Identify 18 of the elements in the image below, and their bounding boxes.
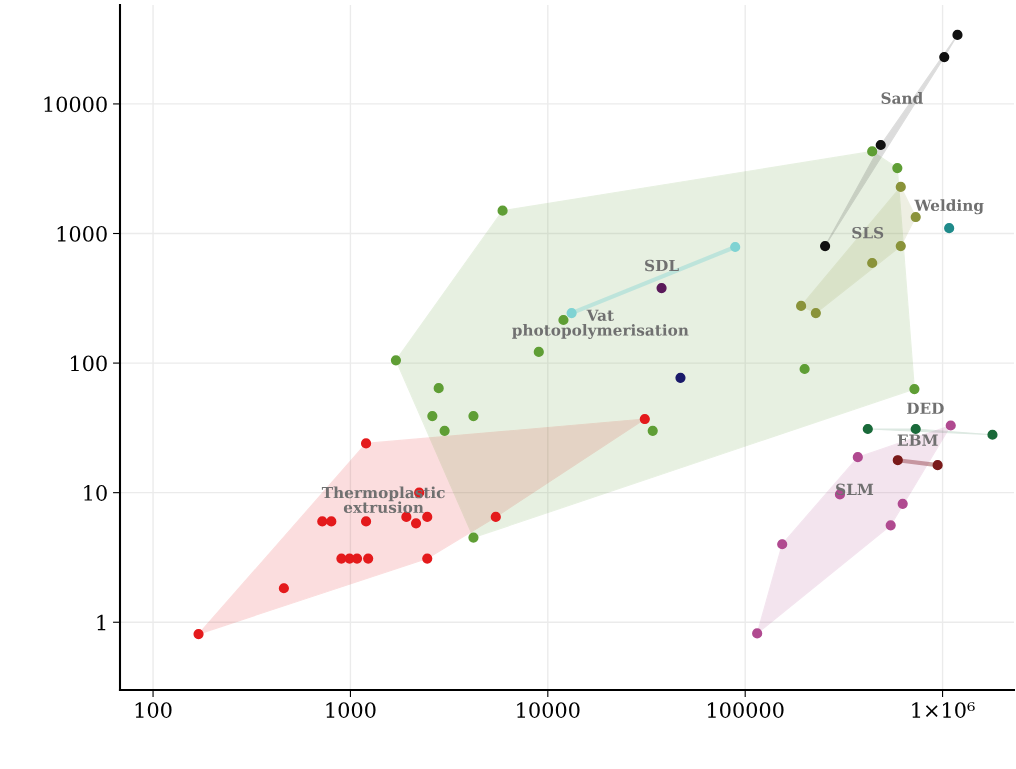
series-label: SLS: [852, 226, 884, 239]
series-label: SLM: [836, 483, 874, 496]
text: Sand: [881, 92, 923, 104]
y-tick-label: 1000: [57, 225, 107, 242]
y-tick-label: 1: [97, 614, 106, 631]
series-label: DED: [906, 402, 944, 414]
x-tick-label: 100000: [707, 702, 784, 718]
series-label: EBM: [897, 434, 938, 446]
x-tick-label: 100: [135, 702, 172, 718]
y-tick-label: 100: [70, 355, 107, 372]
series-label: Welding: [914, 199, 984, 215]
x-tick-label: 1000: [326, 702, 376, 718]
series-label: SDL: [645, 259, 679, 272]
series-label: Vat photopolymerisation: [512, 309, 689, 339]
y-tick-label: 10: [84, 485, 107, 501]
y-tick-label: 10000: [44, 96, 107, 113]
x-tick-label: 10000: [517, 702, 580, 718]
x-tick-label: 1×10⁶: [912, 702, 975, 718]
